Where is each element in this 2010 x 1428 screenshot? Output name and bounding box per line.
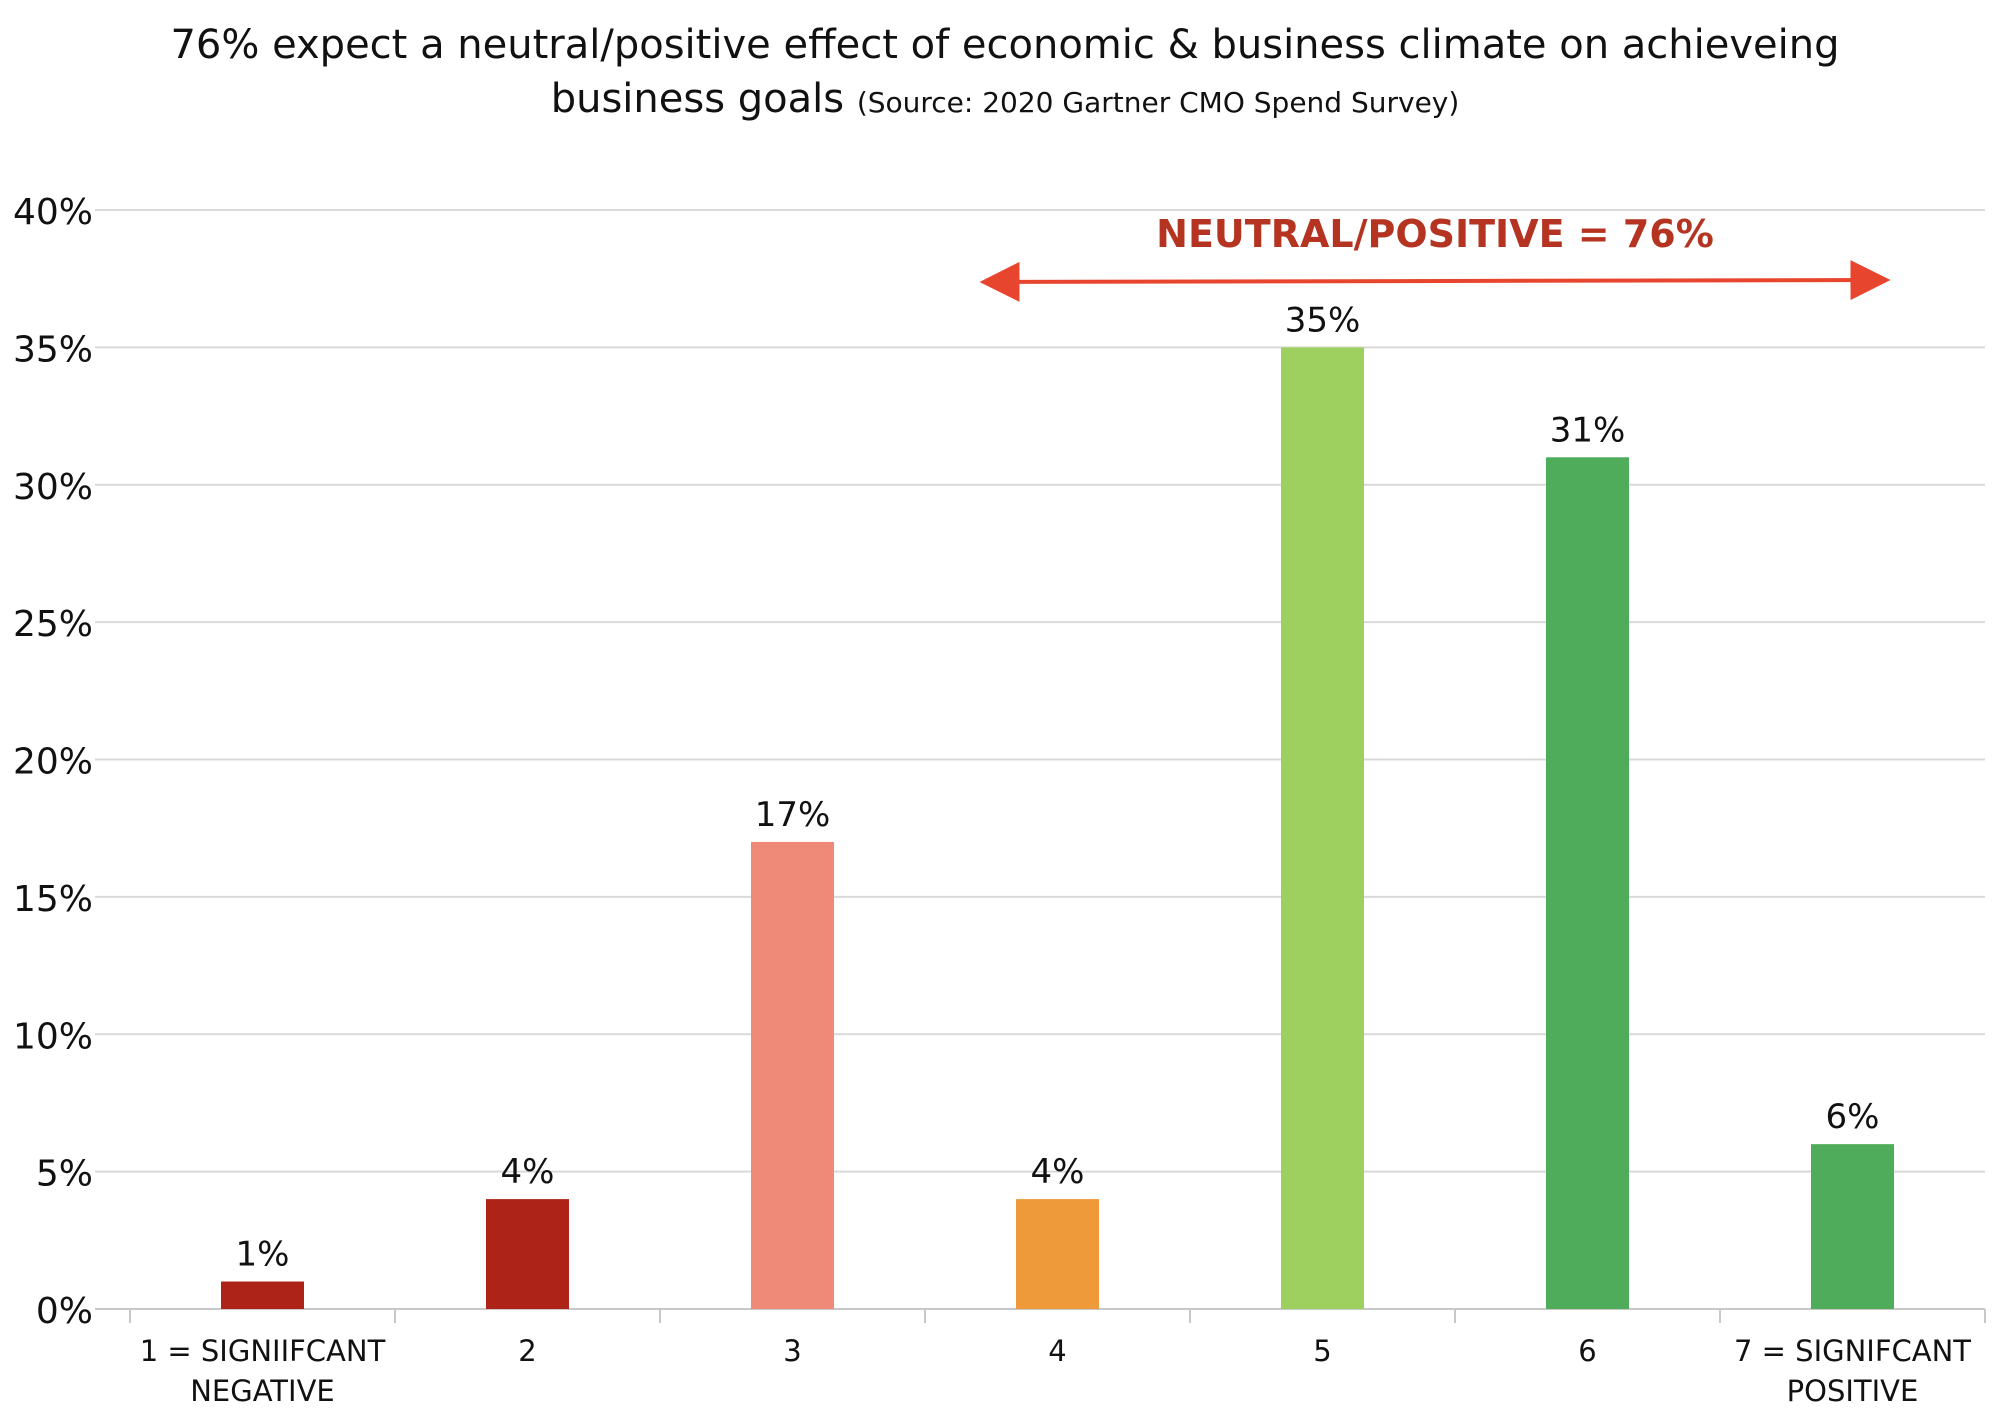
annotation: NEUTRAL/POSITIVE = 76% xyxy=(979,212,1891,302)
bar xyxy=(1281,347,1364,1309)
y-tick-label: 20% xyxy=(13,742,93,783)
y-tick-label: 40% xyxy=(13,192,93,233)
x-tick-label: 1 = SIGNIIFCANT NEGATIVE xyxy=(140,1334,386,1408)
x-tick-label: 5 xyxy=(1313,1334,1331,1368)
annotation-arrow xyxy=(979,260,1891,302)
y-tick-label: 10% xyxy=(13,1016,93,1057)
x-tick-label-line: NEGATIVE xyxy=(190,1374,335,1408)
x-tick-label-line: POSITIVE xyxy=(1787,1374,1919,1408)
chart-title-source: (Source: 2020 Gartner CMO Spend Survey) xyxy=(856,86,1460,119)
bar xyxy=(1546,457,1629,1309)
data-label: 35% xyxy=(1285,300,1361,340)
x-axis-ticks: 1 = SIGNIIFCANT NEGATIVE 2 3 4 5 6 7 = SIGNIFCA… xyxy=(140,1334,1972,1408)
y-tick-label: 30% xyxy=(13,467,93,508)
bar xyxy=(486,1199,569,1309)
x-tick-label-line: 7 = SIGNIFCANT xyxy=(1734,1334,1971,1368)
y-tick-label: 0% xyxy=(36,1291,93,1332)
bar xyxy=(1016,1199,1099,1309)
data-label: 1% xyxy=(236,1235,290,1275)
bar xyxy=(751,841,834,1309)
y-axis-ticks: 0% 5% 10% 15% 20% 25% 30% 35% 40% xyxy=(13,192,93,1332)
data-label: 4% xyxy=(1031,1152,1085,1192)
data-labels: 1% 4% 17% 4% 35% 31% 6% xyxy=(236,300,1880,1274)
y-tick-label: 35% xyxy=(13,329,93,370)
bar xyxy=(1811,1144,1894,1309)
bar xyxy=(221,1281,304,1309)
y-tick-label: 15% xyxy=(13,879,93,920)
bars xyxy=(221,347,1894,1309)
data-label: 4% xyxy=(501,1152,555,1192)
data-label: 17% xyxy=(755,795,831,835)
x-tick-label-line: 6 xyxy=(1578,1334,1596,1368)
gridlines xyxy=(95,209,1986,1323)
annotation-label: NEUTRAL/POSITIVE = 76% xyxy=(1156,212,1714,256)
x-tick-label: 7 = SIGNIFCANT POSITIVE xyxy=(1734,1334,1971,1408)
x-tick-label-line: 5 xyxy=(1313,1334,1331,1368)
chart-title-line2: business goals xyxy=(550,76,845,122)
chart-title-line1: 76% expect a neutral/positive effect of … xyxy=(170,22,1840,68)
data-label: 6% xyxy=(1826,1097,1880,1137)
x-tick-label: 4 xyxy=(1048,1334,1066,1368)
y-tick-label: 25% xyxy=(13,604,93,645)
chart-title: 76% expect a neutral/positive effect of … xyxy=(0,18,2010,130)
x-tick-label-line: 4 xyxy=(1048,1334,1066,1368)
x-tick-label-line: 2 xyxy=(518,1334,536,1368)
y-tick-label: 5% xyxy=(36,1154,93,1195)
data-label: 31% xyxy=(1550,410,1626,450)
x-tick-label-line: 3 xyxy=(783,1334,801,1368)
x-tick-label: 3 xyxy=(783,1334,801,1368)
x-tick-label: 2 xyxy=(518,1334,536,1368)
x-tick-label: 6 xyxy=(1578,1334,1596,1368)
x-tick-label-line: 1 = SIGNIIFCANT xyxy=(140,1334,386,1368)
